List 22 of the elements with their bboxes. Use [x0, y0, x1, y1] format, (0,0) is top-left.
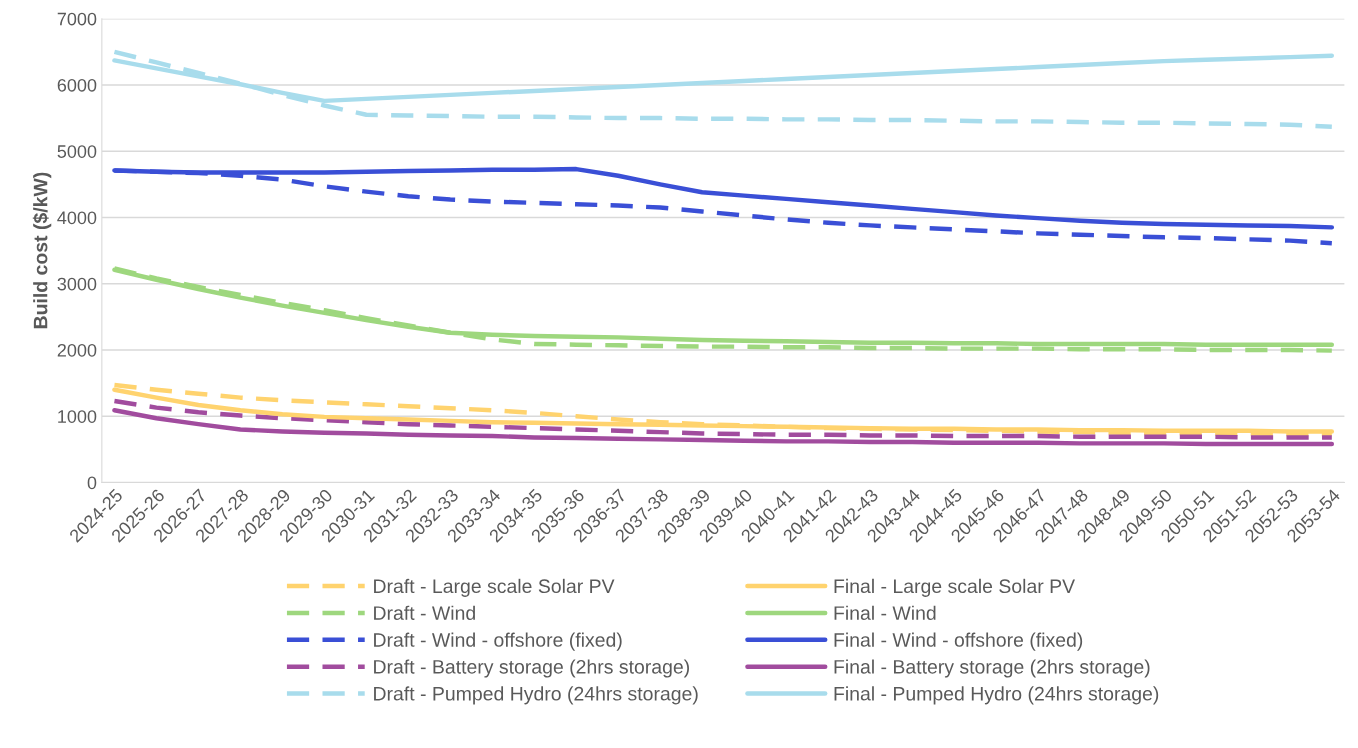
legend-label: Final - Pumped Hydro (24hrs storage)	[834, 686, 1159, 705]
y-tick-label: 0	[87, 476, 97, 490]
legend-label: Final - Wind - offshore (fixed)	[834, 632, 1083, 651]
y-tick-label: 4000	[57, 211, 97, 225]
legend-label: Draft - Wind	[374, 605, 475, 620]
legend-label: Draft - Wind - offshore (fixed)	[374, 632, 622, 651]
line-series	[112, 398, 1335, 440]
legend-label: Final - Wind	[834, 605, 936, 620]
y-tick-label: 3000	[57, 277, 97, 291]
y-tick-label: 1000	[58, 410, 97, 423]
legend-label: Draft - Battery storage (2hrs storage)	[374, 659, 689, 678]
legend-label: Draft - Large scale Solar PV	[374, 578, 615, 597]
line-series	[112, 49, 1335, 129]
y-tick-label: 6000	[57, 78, 97, 92]
legend-label: Final - Battery storage (2hrs storage)	[834, 659, 1150, 678]
y-tick-label: 2000	[57, 343, 97, 357]
legend-label: Draft - Pumped Hydro (24hrs storage)	[374, 686, 698, 705]
y-tick-label: 7000	[57, 12, 97, 26]
line-series	[112, 408, 1335, 447]
y-axis-title: Build cost ($/kW)	[32, 172, 52, 329]
y-tick-label: 5000	[57, 145, 97, 158]
legend-label: Final - Large scale Solar PV	[834, 578, 1075, 597]
